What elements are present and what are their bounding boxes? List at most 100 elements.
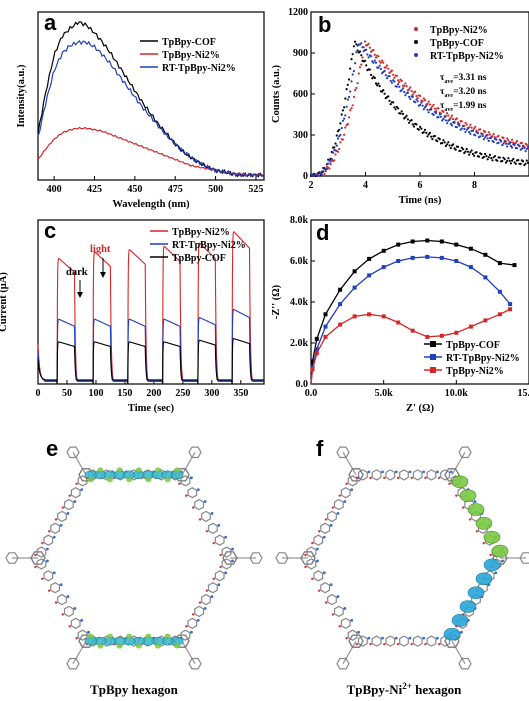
x-tick-label-d: 5.0k [375,388,394,399]
ring-unit [36,558,47,570]
data-point-b [341,138,344,141]
ring-unit [357,635,368,647]
data-point-b [492,132,495,135]
data-point-b [361,46,364,49]
data-point-b [503,139,506,142]
data-point-b [356,49,359,52]
oxygen-atom [185,625,188,628]
oxygen-atom [68,494,71,497]
data-point-d [410,328,415,333]
data-point-b [436,140,439,143]
data-point-d [508,307,513,312]
oxygen-atom [317,530,321,533]
nitrogen-atom [46,547,49,551]
data-point-b [405,85,408,88]
orbital-lobe [87,633,94,639]
data-point-b [420,127,423,130]
data-point-b [339,122,342,125]
y-tick-label-d: 4.0k [290,297,309,308]
data-point-b [446,122,449,125]
data-point-b [426,102,429,105]
x-tick-label-c: 150 [117,388,132,399]
data-point-d [425,254,430,259]
oxygen-atom [61,506,65,509]
data-point-b [388,75,391,78]
data-point-b [468,130,471,134]
oxygen-atom [34,565,37,569]
data-point-b [465,128,468,131]
orbital-lobe [174,467,181,473]
y-tick-label-b: 600 [293,89,308,100]
data-point-b [477,155,481,158]
orbital-lobe [459,600,477,613]
ring-unit [63,605,74,618]
data-point-b [397,107,400,110]
legend-entry-d: TpBpy-COF [446,340,500,351]
plot-frame-b [310,11,529,177]
data-point-d [454,242,459,247]
ring-unit [207,522,218,534]
y-axis-label-b: Counts (a.u.) [271,64,282,123]
x-tick-label-a: 475 [168,184,183,195]
data-point-b [352,45,355,48]
x-tick-label-d: 10.0k [445,388,469,399]
data-point-d [352,314,357,319]
data-point-b [520,147,524,150]
data-point-b [449,116,452,119]
data-point-b [525,147,528,150]
data-point-b [457,145,460,148]
dark-arrowhead-c [77,292,83,298]
data-point-b [507,157,510,160]
oxygen-atom [331,613,335,616]
data-point-d [352,269,357,274]
nitrogen-atom [422,470,426,474]
data-point-b [471,152,474,156]
oxygen-atom [219,553,222,557]
data-point-b [350,107,353,110]
oxygen-atom [41,541,44,545]
panel-label-e: e [46,436,58,461]
data-point-d [381,265,386,270]
y-tick-label-b: 1200 [288,7,308,18]
data-point-b [338,128,341,131]
series-line-d [310,256,511,385]
data-point-b [452,118,455,121]
data-point-b [381,59,384,62]
data-point-b [487,139,490,142]
data-point-b [363,59,367,62]
nitrogen-atom [408,470,412,474]
data-point-b [384,74,387,77]
data-point-b [526,145,529,148]
data-point-b [408,88,411,91]
ring-unit [327,510,337,523]
data-point-b [401,112,405,116]
data-point-b [441,119,444,122]
oxygen-atom [311,541,314,545]
data-point-b [480,132,483,135]
data-point-b [501,159,504,163]
orbital-lobe [126,477,133,483]
data-point-d [468,265,473,270]
oxygen-atom [410,476,413,480]
ring-unit [320,522,331,534]
legend-entry-a: TpBpy-Ni2% [162,50,220,61]
y-axis-label-d: -Z'' (Ω) [271,284,282,319]
data-point-d [512,263,517,268]
data-point-b [457,121,460,124]
oxygen-atom [338,625,341,628]
ring-unit [313,534,324,546]
linker-bond [72,452,87,476]
data-point-b [490,136,493,139]
orbital-lobe [475,517,493,530]
oxygen-atom [185,494,188,497]
data-point-b [504,161,508,164]
data-point-b [349,90,352,93]
data-point-b [404,82,407,85]
oxygen-atom [369,476,372,480]
data-point-b [336,150,340,153]
data-point-b [496,159,499,162]
data-point-b [339,133,342,137]
nitrogen-atom [381,470,384,474]
nitrogen-atom [231,547,234,551]
data-point-b [343,133,346,136]
